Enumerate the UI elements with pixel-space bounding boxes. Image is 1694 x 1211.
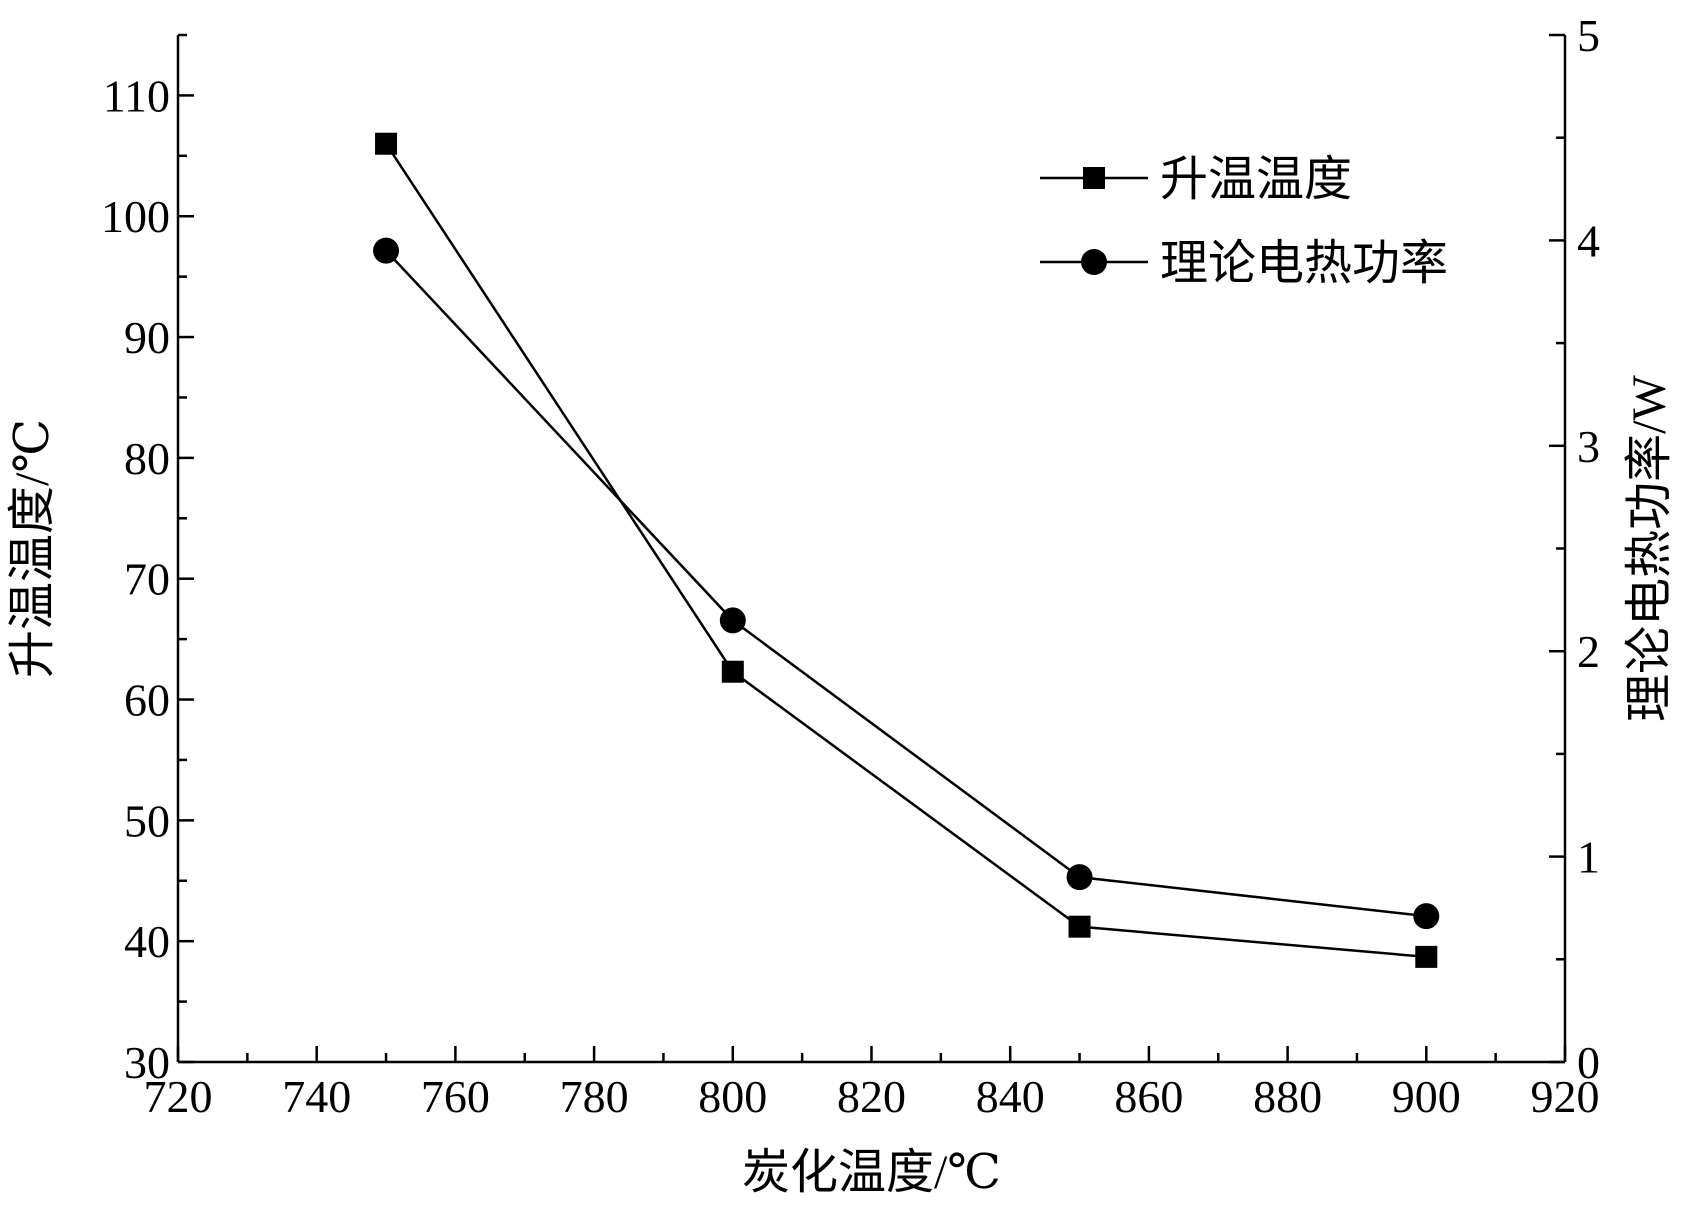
x-tick-label: 880 <box>1253 1071 1322 1122</box>
x-tick-label: 860 <box>1114 1071 1183 1122</box>
y-left-axis-title: 升温温度/℃ <box>6 419 59 678</box>
square-marker <box>1415 945 1438 968</box>
legend-label: 理论电热功率 <box>1160 237 1448 290</box>
series-line <box>385 143 1427 959</box>
x-tick-label: 740 <box>282 1071 351 1122</box>
y-left-tick-label: 100 <box>101 191 170 242</box>
y-left-tick-label: 30 <box>124 1037 170 1088</box>
x-tick-label: 780 <box>560 1071 629 1122</box>
axes: 720 740 760 780 800 820 840 860 880 900 9203040506… <box>101 10 1600 1122</box>
x-tick-label: 800 <box>698 1071 767 1122</box>
x-tick-label: 820 <box>837 1071 906 1122</box>
legend-circle-marker <box>1081 249 1107 275</box>
y-right-tick-label: 2 <box>1577 626 1600 677</box>
circle-marker <box>373 237 400 264</box>
x-axis-title: 炭化温度/℃ <box>742 1146 1001 1199</box>
series-line <box>385 249 1427 918</box>
series <box>373 132 1440 968</box>
x-tick-label: 760 <box>421 1071 490 1122</box>
square-marker <box>1068 915 1091 938</box>
x-tick-label: 900 <box>1392 1071 1461 1122</box>
y-right-tick-label: 1 <box>1577 832 1600 883</box>
y-right-tick-label: 5 <box>1577 10 1600 61</box>
y-right-tick-label: 3 <box>1577 421 1600 472</box>
square-marker <box>375 132 398 155</box>
y-left-tick-label: 40 <box>124 916 170 967</box>
legend-square-marker <box>1083 167 1105 189</box>
legend-item: 理论电热功率 <box>1040 237 1448 290</box>
x-tick-label: 720 <box>144 1071 213 1122</box>
y-right-tick-label: 4 <box>1577 215 1600 266</box>
circle-marker <box>1066 864 1093 891</box>
circle-marker <box>719 607 746 634</box>
y-left-tick-label: 110 <box>103 70 170 121</box>
x-tick-label: 840 <box>976 1071 1045 1122</box>
square-marker <box>721 660 744 683</box>
x-tick-label: 920 <box>1531 1071 1600 1122</box>
legend-label: 升温温度 <box>1160 153 1352 206</box>
y-right-tick-label: 0 <box>1577 1037 1600 1088</box>
y-left-tick-label: 70 <box>124 554 170 605</box>
series-2 <box>373 237 1440 930</box>
legend-item: 升温温度 <box>1040 153 1352 206</box>
y-left-tick-label: 80 <box>124 433 170 484</box>
circle-marker <box>1413 903 1440 930</box>
y-right-axis-title: 理论电热功率/W <box>1623 374 1676 721</box>
y-left-tick-label: 50 <box>124 795 170 846</box>
series-1 <box>375 132 1438 968</box>
y-left-tick-label: 60 <box>124 675 170 726</box>
y-left-tick-label: 90 <box>124 312 170 363</box>
